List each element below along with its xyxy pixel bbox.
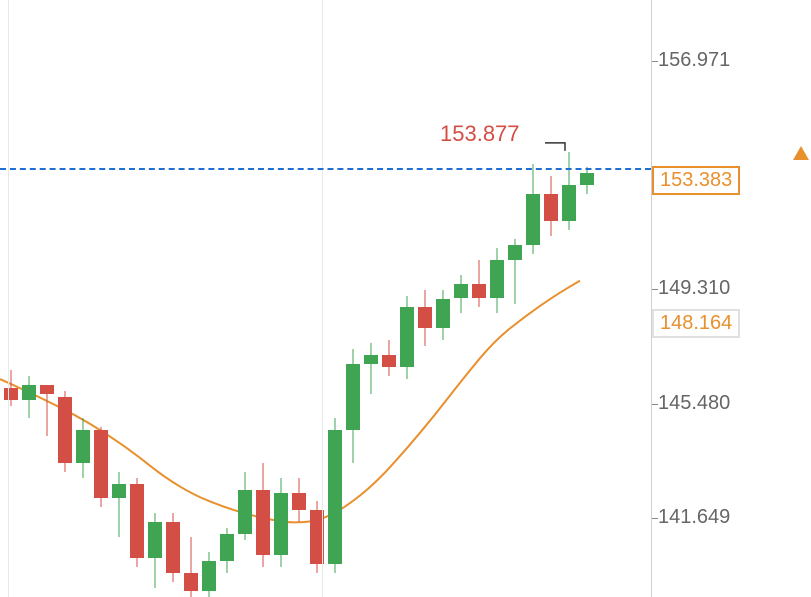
y-axis: 156.971 149.310 145.480 141.649 153.383 148…	[652, 0, 811, 597]
vertical-gridline	[322, 0, 323, 597]
candle[interactable]	[184, 0, 198, 597]
candle[interactable]	[22, 0, 36, 597]
current-price-line	[0, 168, 651, 170]
candle[interactable]	[400, 0, 414, 597]
current-price-value: 153.383	[660, 169, 732, 191]
candle[interactable]	[274, 0, 288, 597]
candle[interactable]	[490, 0, 504, 597]
y-axis-label: 149.310	[658, 277, 730, 300]
indicator-price-box: 148.164	[652, 309, 740, 338]
candle[interactable]	[346, 0, 360, 597]
y-axis-label: 141.649	[658, 506, 730, 529]
candle[interactable]	[472, 0, 486, 597]
current-price-box: 153.383	[652, 166, 740, 195]
candle[interactable]	[148, 0, 162, 597]
candle[interactable]	[94, 0, 108, 597]
candle[interactable]	[418, 0, 432, 597]
y-axis-tick	[652, 404, 658, 405]
vertical-gridline	[8, 0, 9, 597]
candle[interactable]	[364, 0, 378, 597]
y-axis-label: 145.480	[658, 392, 730, 415]
candle[interactable]	[76, 0, 90, 597]
candle[interactable]	[382, 0, 396, 597]
candle[interactable]	[454, 0, 468, 597]
callout-tick	[0, 0, 1, 1]
scroll-up-arrow[interactable]	[793, 146, 809, 160]
y-axis-tick	[652, 518, 658, 519]
y-axis-label: 156.971	[658, 49, 730, 72]
candle[interactable]	[526, 0, 540, 597]
candle[interactable]	[256, 0, 270, 597]
y-axis-tick	[652, 289, 658, 290]
candle[interactable]	[544, 0, 558, 597]
candle[interactable]	[40, 0, 54, 597]
candle[interactable]	[562, 0, 576, 597]
candle[interactable]	[202, 0, 216, 597]
candle[interactable]	[292, 0, 306, 597]
y-axis-tick	[652, 61, 658, 62]
high-callout: 153.877	[440, 121, 520, 147]
chart-container: 153.877 156.971 149.310 145.480 141.649 153…	[0, 0, 811, 597]
candle[interactable]	[580, 0, 594, 597]
candle[interactable]	[328, 0, 342, 597]
candle[interactable]	[112, 0, 126, 597]
candle[interactable]	[166, 0, 180, 597]
candle[interactable]	[436, 0, 450, 597]
candle[interactable]	[58, 0, 72, 597]
candle[interactable]	[220, 0, 234, 597]
indicator-price-value: 148.164	[660, 312, 732, 334]
candle[interactable]	[508, 0, 522, 597]
candle[interactable]	[4, 0, 18, 597]
candle[interactable]	[130, 0, 144, 597]
plot-area[interactable]: 153.877	[0, 0, 652, 597]
candle[interactable]	[238, 0, 252, 597]
